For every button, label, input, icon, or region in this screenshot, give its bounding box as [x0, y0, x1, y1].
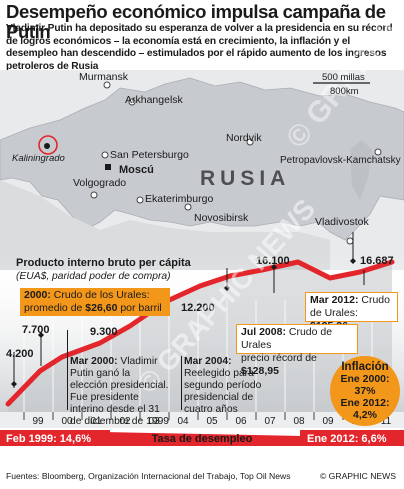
oil-2012-text1: Crudo [358, 294, 390, 306]
city-kaliningrado: Kaliningrado [12, 153, 65, 164]
oil-2008-text1: Crudo de Urales [241, 326, 333, 351]
marker-7700 [38, 332, 44, 338]
note-2000-bold: Mar 2000: [70, 356, 118, 367]
oil-2012-box: Mar 2012: Crudo de Urales: $125,26 [305, 292, 398, 332]
value-label-16100: 16.100 [256, 255, 290, 267]
oil-2000-text1: Crudo de los Urales: [50, 289, 150, 301]
year-03: 03 [148, 416, 160, 427]
city-dot-ekaterimburgo [136, 196, 144, 204]
oil-2000-text3: por barril [117, 302, 162, 314]
capital-marker [105, 164, 111, 170]
note-2004-bold: Mar 2004: [184, 356, 232, 367]
oil-2000-box: 2000: Crudo de los Urales: promedio de $… [20, 288, 170, 316]
footer-sources: Fuentes: Bloomberg, Organización Interna… [6, 471, 291, 481]
marker-16687 [350, 258, 356, 264]
value-label-16687: 16.687 [360, 255, 394, 267]
city-dot-san-petersburgo [101, 151, 109, 159]
city-dot-volgogrado [90, 191, 98, 199]
city-vladivostok: Vladivostok [315, 216, 369, 228]
scale-miles-label: 500 millas [322, 72, 365, 83]
page-title: Desempeño económico impulsa campaña de P… [6, 1, 386, 42]
note-2004-text: Reelegido para segundo período presidenc… [184, 368, 262, 415]
city-dot-novosibirsk [184, 203, 192, 211]
oil-2008-price: $128,95 [241, 365, 279, 377]
year-00: 00 [61, 416, 73, 427]
year-07: 07 [264, 416, 276, 427]
note-2000-text: Vladimir Putin ganó la elección presiden… [70, 356, 170, 427]
kamchatka [350, 140, 372, 200]
country-label: RUSIA [200, 167, 290, 190]
oil-2012-bold: Mar 2012: [310, 294, 359, 306]
note-2000-leader [67, 330, 68, 410]
unemployment-left-box [0, 430, 110, 446]
oil-2000-bold: 2000: [24, 289, 51, 301]
value-label-12200: 12.200 [181, 302, 215, 314]
year-axis-band [0, 412, 404, 428]
oil-2008-box: Jul 2008: Crudo de Urales precio récord … [236, 324, 358, 377]
oil-2008-text2: precio récord de [241, 352, 317, 364]
neighbor-land-south [0, 180, 330, 270]
chart-subheading: (EUA$, paridad poder de compra) [16, 271, 171, 282]
inflation-2012-value: 4,2% [353, 409, 377, 421]
city-murmansk: Murmansk [79, 71, 129, 83]
gdp-area [8, 262, 392, 412]
scale-km-label: 800km [330, 86, 359, 97]
footer-copyright: © GRAPHIC NEWS [319, 471, 396, 481]
city-dot-arkhangelsk [128, 98, 136, 106]
unemployment-left: Feb 1999: 14,6% [6, 433, 91, 445]
inflation-2000-value: 37% [354, 385, 376, 397]
city-volgogrado: Volgogrado [73, 177, 126, 189]
oil-2000-price: $26,60 [85, 302, 118, 314]
city-san-petersburgo: San Petersburgo [110, 149, 189, 161]
year-02: 02 [119, 416, 131, 427]
city-dot-murmansk [103, 81, 111, 89]
oil-2000-text2: promedio de [24, 302, 86, 314]
value-label-4200: 4.200 [6, 348, 34, 360]
oil-2008-bold: Jul 2008: [241, 326, 286, 338]
year-99: 99 [32, 416, 44, 427]
unemployment-center: Tasa de desempleo [152, 433, 253, 445]
unemployment-right: Ene 2012: 6,6% [307, 433, 387, 445]
city-dot-vladivostok [346, 237, 354, 245]
marker-16100 [271, 264, 277, 270]
city-moscu: Moscú [119, 164, 154, 176]
marker-4200 [11, 381, 17, 387]
chart-heading: Producto interno bruto per cápita [16, 257, 192, 269]
inflation-2012-label: Ene 2012: [340, 397, 390, 409]
year-06: 06 [235, 416, 247, 427]
kaliningrad-circle [38, 135, 58, 155]
city-dot-kaliningrado [44, 143, 50, 149]
year-05: 05 [206, 416, 218, 427]
value-label-7700: 7.700 [22, 324, 50, 336]
gdp-line [5, 259, 395, 407]
city-novosibirsk: Novosibirsk [194, 212, 249, 224]
unemployment-right-box [300, 430, 404, 446]
city-arkhangelsk: Arkhangelsk [125, 94, 184, 106]
year-08: 08 [293, 416, 305, 427]
city-petropavlovsk: Petropavlovsk-Kamchatsky [280, 155, 401, 166]
oil-2012-text2: de Urales: [310, 307, 358, 319]
city-nordvik: Nordvik [226, 132, 262, 144]
note-2004-leader [181, 356, 182, 410]
page-subtitle: Vladimir Putin ha depositado su esperanz… [6, 23, 393, 72]
year-11: 11 [381, 416, 392, 427]
note-2004: Mar 2004: Reelegido para segundo período … [184, 356, 264, 416]
year-01: 01 [90, 416, 102, 427]
city-ekaterimburgo: Ekaterimburgo [145, 193, 213, 205]
marker-12200 [224, 285, 230, 291]
inflation-circle: Inflación Ene 2000: 37% Ene 2012: 4,2% [330, 356, 400, 426]
city-dot-petropavlovsk [374, 148, 382, 156]
inflation-2000-label: Ene 2000: [340, 373, 390, 385]
year-09: 09 [322, 416, 334, 427]
value-label-9300: 9.300 [90, 326, 118, 338]
city-dot-nordvik [246, 138, 254, 146]
inflation-title: Inflación [341, 361, 389, 373]
note-2000: Mar 2000: Vladimir Putin ganó la elecció… [70, 356, 170, 428]
year-04: 04 [177, 416, 189, 427]
